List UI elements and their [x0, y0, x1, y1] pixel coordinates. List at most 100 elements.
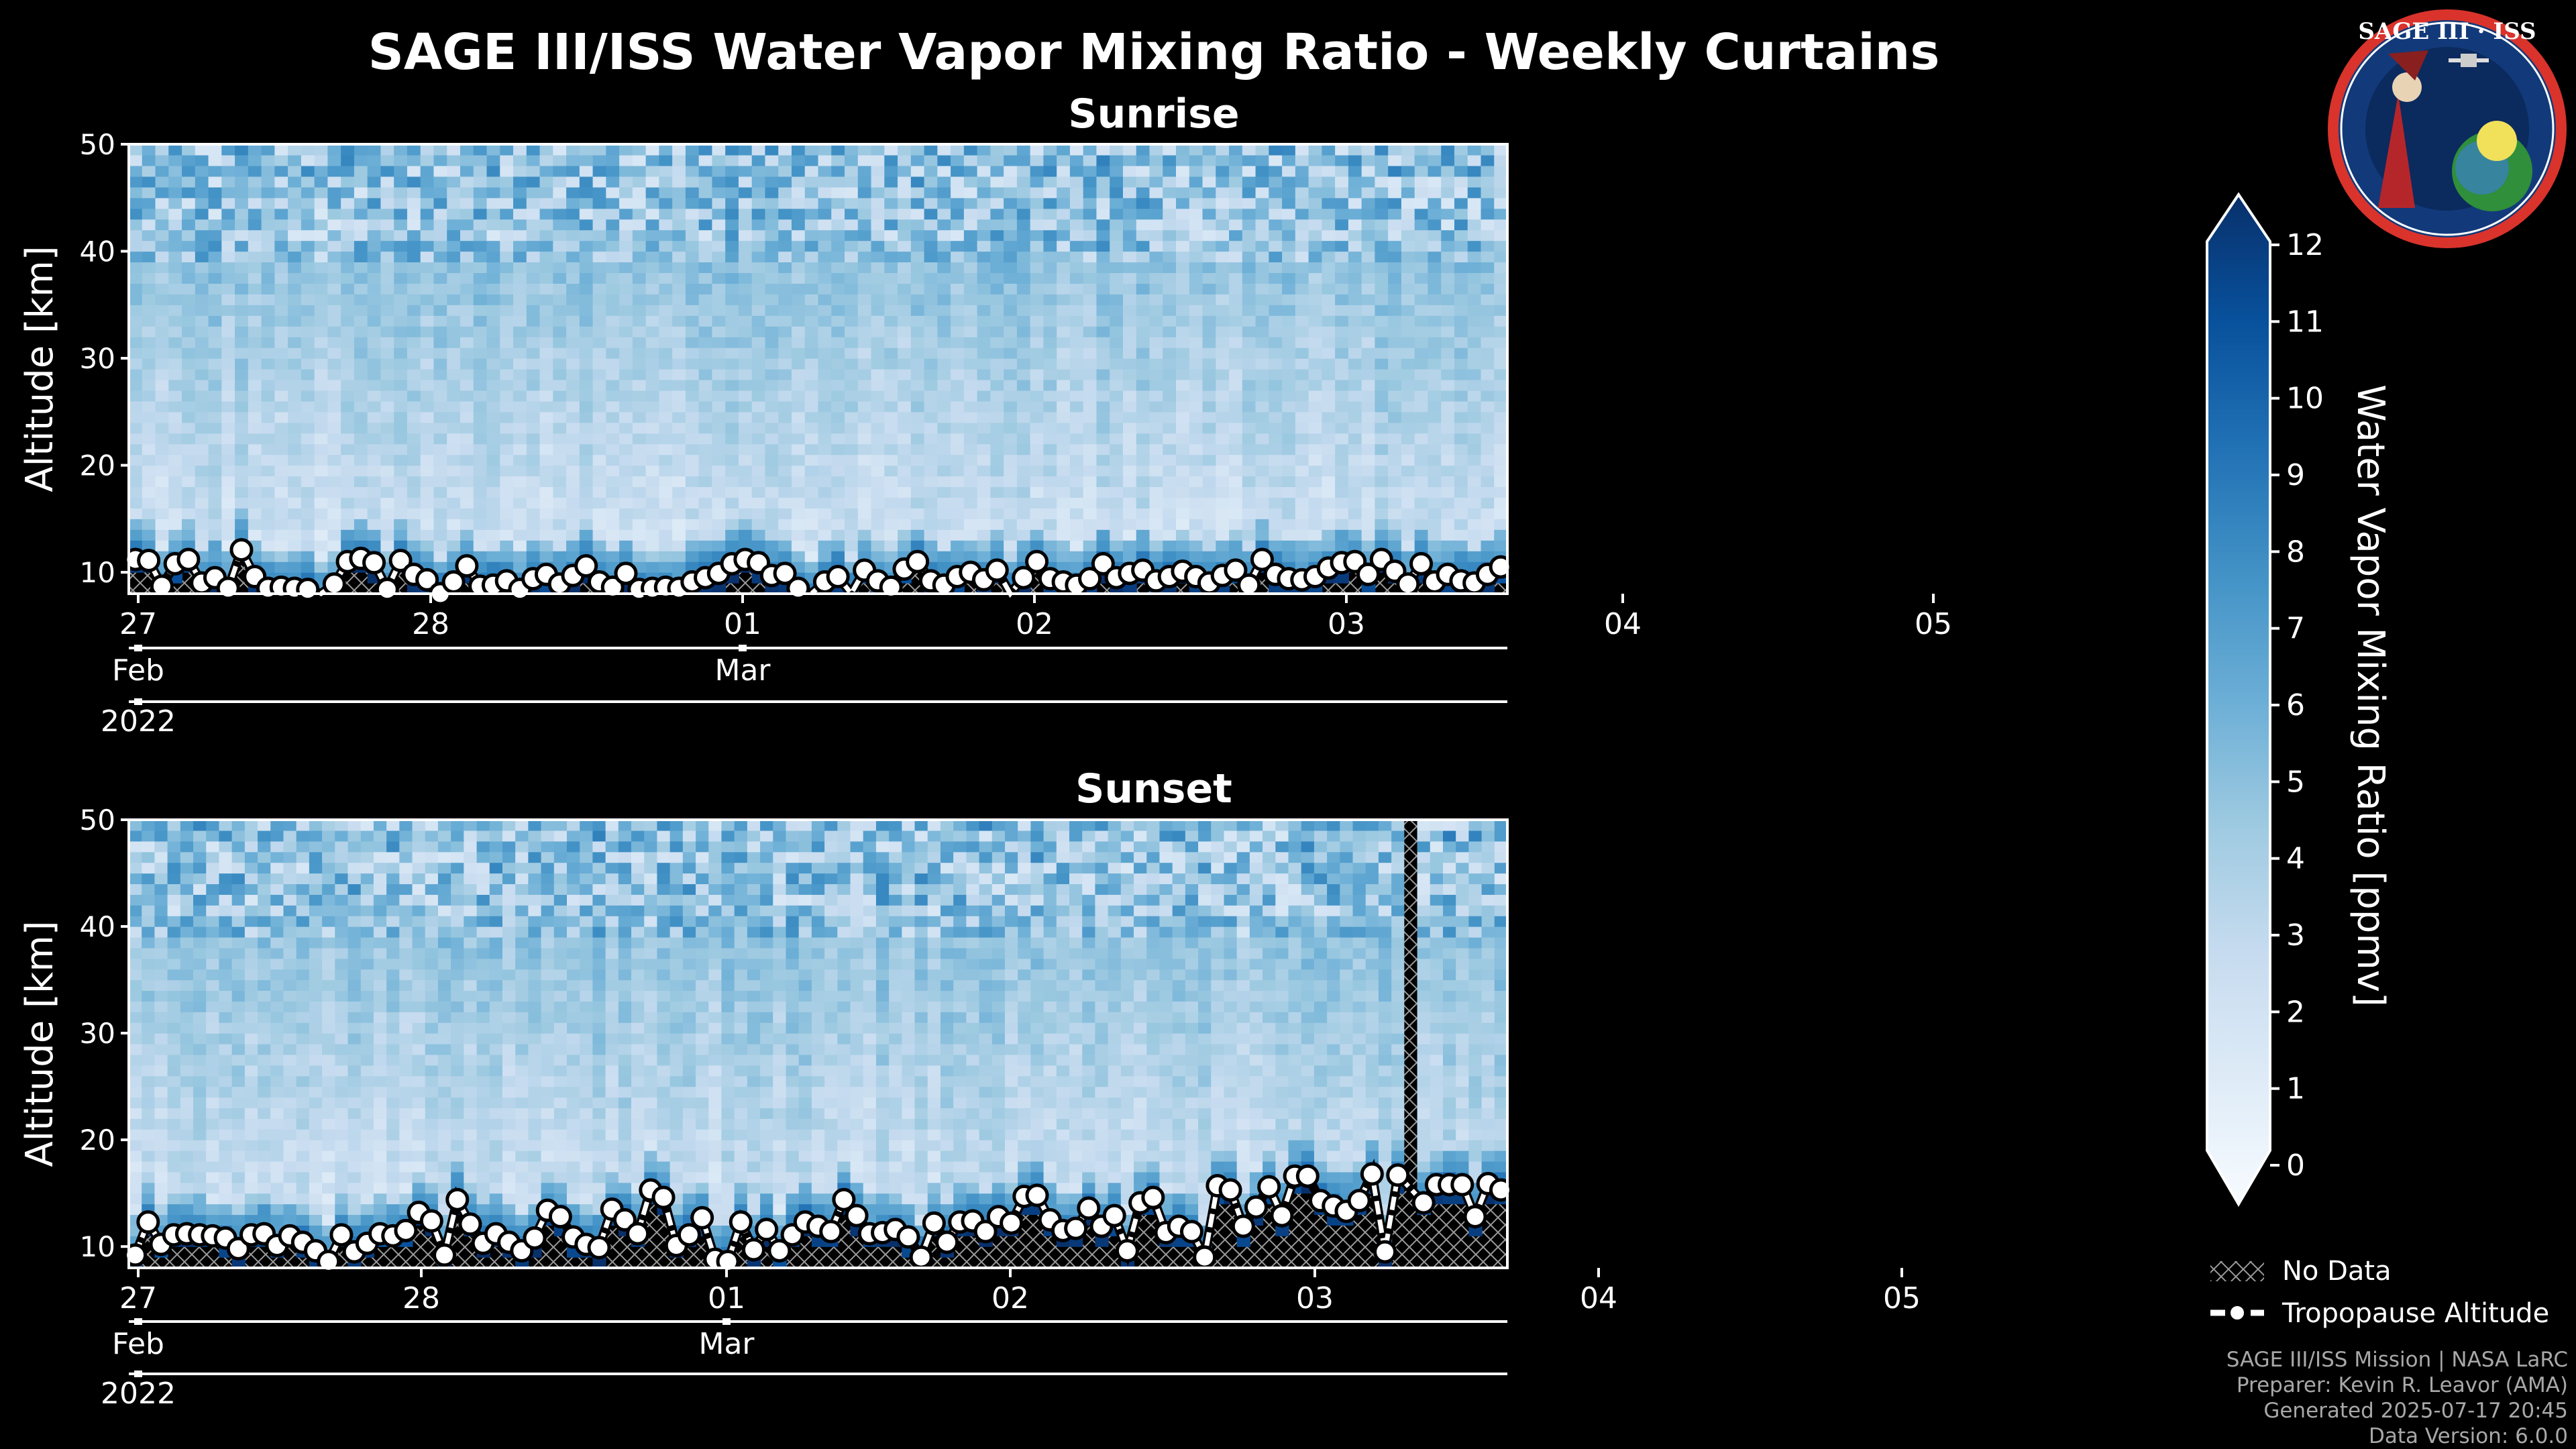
heatmap-cell [460, 337, 474, 348]
heatmap-cell [447, 283, 461, 294]
heatmap-cell [951, 358, 965, 370]
heatmap-cell [261, 262, 276, 274]
heatmap-cell [566, 379, 580, 391]
heatmap-cell [1441, 326, 1455, 337]
heatmap-cell [283, 1214, 297, 1226]
heatmap-cell [712, 508, 727, 519]
heatmap-cell [1229, 262, 1243, 274]
heatmap-cell [831, 219, 846, 231]
heatmap-cell [659, 390, 674, 402]
heatmap-cell [407, 422, 421, 434]
heatmap-cell [1375, 154, 1389, 166]
heatmap-cell [1361, 165, 1376, 177]
heatmap-cell [1149, 508, 1164, 519]
heatmap-cell [193, 883, 207, 895]
heatmap-cell [244, 947, 259, 959]
heatmap-cell [884, 186, 899, 199]
heatmap-cell [553, 551, 568, 562]
heatmap-cell [778, 165, 792, 177]
heatmap-cell [1229, 144, 1243, 156]
heatmap-cell [1030, 197, 1044, 209]
heatmap-cell [1388, 251, 1402, 263]
heatmap-cell [274, 337, 289, 348]
heatmap-cell [1414, 165, 1429, 177]
heatmap-cell [154, 862, 168, 874]
heatmap-cell [1004, 497, 1018, 508]
heatmap-cell [1083, 240, 1097, 252]
heatmap-cell [1282, 519, 1296, 530]
heatmap-cell [526, 305, 541, 316]
heatmap-cell [1016, 219, 1031, 231]
heatmap-cell [129, 315, 143, 327]
heatmap-cell [1255, 411, 1270, 423]
heatmap-cell [221, 176, 236, 188]
heatmap-cell [167, 1001, 181, 1012]
heatmap-cell [168, 400, 183, 413]
heatmap-cell [1414, 219, 1429, 231]
heatmap-cell [447, 294, 461, 305]
heatmap-cell [1335, 219, 1349, 231]
heatmap-cell [579, 519, 594, 530]
heatmap-cell [845, 262, 859, 274]
heatmap-cell [219, 926, 233, 938]
heatmap-cell [182, 411, 196, 423]
heatmap-cell [314, 197, 329, 209]
heatmap-cell [1335, 326, 1349, 337]
heatmap-cell [1269, 358, 1283, 370]
heatmap-cell [231, 947, 246, 959]
heatmap-cell [447, 454, 461, 466]
heatmap-cell [513, 165, 527, 177]
heatmap-cell [725, 454, 739, 466]
heatmap-cell [579, 197, 594, 209]
heatmap-cell [672, 400, 686, 413]
heatmap-cell [1016, 400, 1031, 413]
heatmap-cell [632, 443, 647, 455]
heatmap-cell [1295, 219, 1309, 231]
heatmap-cell [167, 958, 181, 970]
heatmap-cell [1441, 251, 1455, 263]
heatmap-cell [327, 422, 342, 434]
heatmap-cell [990, 476, 1005, 488]
heatmap-cell [367, 326, 382, 337]
heatmap-cell [1322, 400, 1336, 413]
heatmap-cell [910, 165, 925, 177]
heatmap-cell [180, 926, 195, 938]
heatmap-cell [632, 272, 647, 284]
heatmap-cell [154, 947, 168, 959]
heatmap-cell [910, 283, 925, 294]
heatmap-cell [327, 229, 342, 241]
heatmap-cell [1083, 358, 1097, 370]
heatmap-cell [1083, 411, 1097, 423]
heatmap-cell [1043, 465, 1058, 477]
heatmap-cell [180, 936, 195, 949]
heatmap-cell [845, 486, 859, 498]
heatmap-cell [990, 529, 1005, 541]
heatmap-cell [270, 905, 284, 916]
heatmap-cell [231, 926, 246, 938]
heatmap-cell [1467, 326, 1482, 337]
heatmap-cell [990, 497, 1005, 508]
heatmap-cell [990, 358, 1005, 370]
heatmap-cell [1335, 240, 1349, 252]
heatmap-cell [195, 251, 209, 263]
heatmap-cell [765, 229, 780, 241]
heatmap-cell [1043, 390, 1058, 402]
heatmap-cell [1481, 411, 1495, 423]
heatmap-cell [314, 144, 329, 156]
heatmap-cell [248, 315, 262, 327]
heatmap-cell [142, 497, 156, 508]
heatmap-cell [659, 347, 674, 359]
heatmap-cell [871, 326, 885, 337]
heatmap-cell [791, 433, 806, 445]
heatmap-cell [288, 411, 302, 423]
heatmap-cell [685, 433, 700, 445]
heatmap-cell [420, 497, 435, 508]
heatmap-cell [486, 540, 501, 551]
heatmap-cell [129, 1129, 143, 1140]
heatmap-cell [1255, 508, 1270, 519]
heatmap-cell [778, 176, 792, 188]
heatmap-cell [645, 154, 660, 166]
heatmap-cell [182, 197, 196, 209]
heatmap-cell [1163, 283, 1177, 294]
